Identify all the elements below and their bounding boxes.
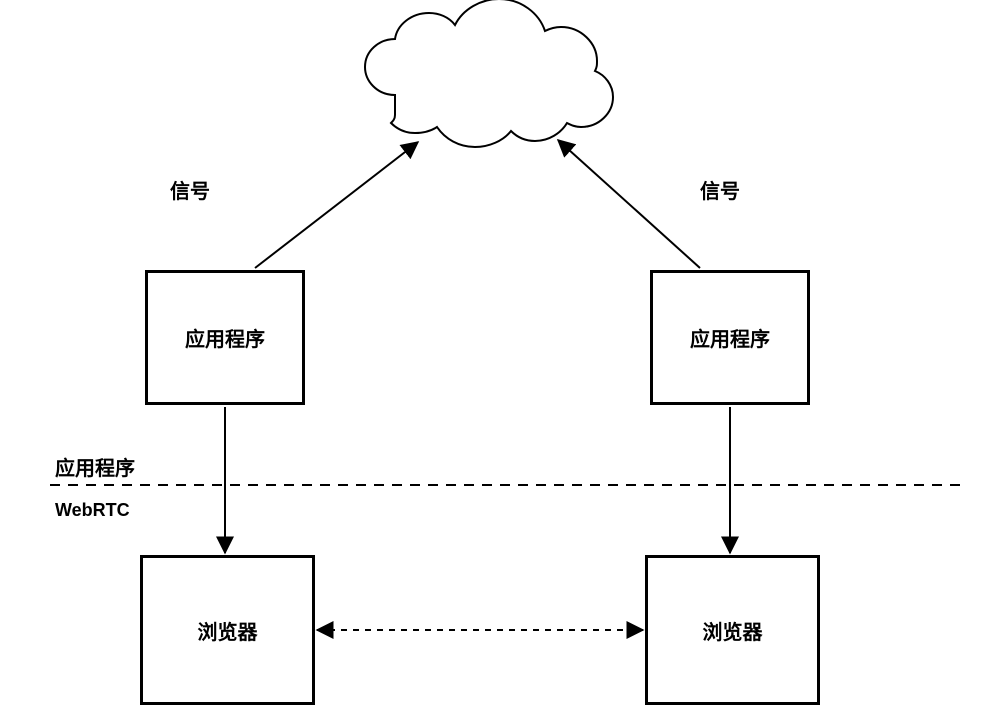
node-application-right: 应用程序 bbox=[650, 270, 810, 405]
node-browser-left: 浏览器 bbox=[140, 555, 315, 705]
label-region-webrtc-text: WebRTC bbox=[55, 500, 130, 520]
node-browser-right: 浏览器 bbox=[645, 555, 820, 705]
node-browser-right-label: 浏览器 bbox=[703, 616, 763, 645]
node-browser-left-label: 浏览器 bbox=[198, 616, 258, 645]
edge-app_right_top-cloud_right bbox=[558, 140, 700, 268]
label-region-webrtc: WebRTC bbox=[55, 500, 130, 521]
node-application-left: 应用程序 bbox=[145, 270, 305, 405]
diagram-stage: 应用程序 应用程序 浏览器 浏览器 信号 信号 应用程序 WebRTC bbox=[0, 0, 1000, 719]
cloud-icon bbox=[365, 0, 613, 147]
label-signal-left-text: 信号 bbox=[170, 181, 210, 203]
label-region-application-text: 应用程序 bbox=[55, 458, 135, 480]
label-region-application: 应用程序 bbox=[55, 452, 135, 481]
node-application-left-label: 应用程序 bbox=[185, 323, 265, 352]
label-signal-left: 信号 bbox=[170, 175, 210, 204]
edge-app_left_top-cloud_left bbox=[255, 142, 418, 268]
label-signal-right: 信号 bbox=[700, 175, 740, 204]
node-application-right-label: 应用程序 bbox=[690, 323, 770, 352]
label-signal-right-text: 信号 bbox=[700, 181, 740, 203]
